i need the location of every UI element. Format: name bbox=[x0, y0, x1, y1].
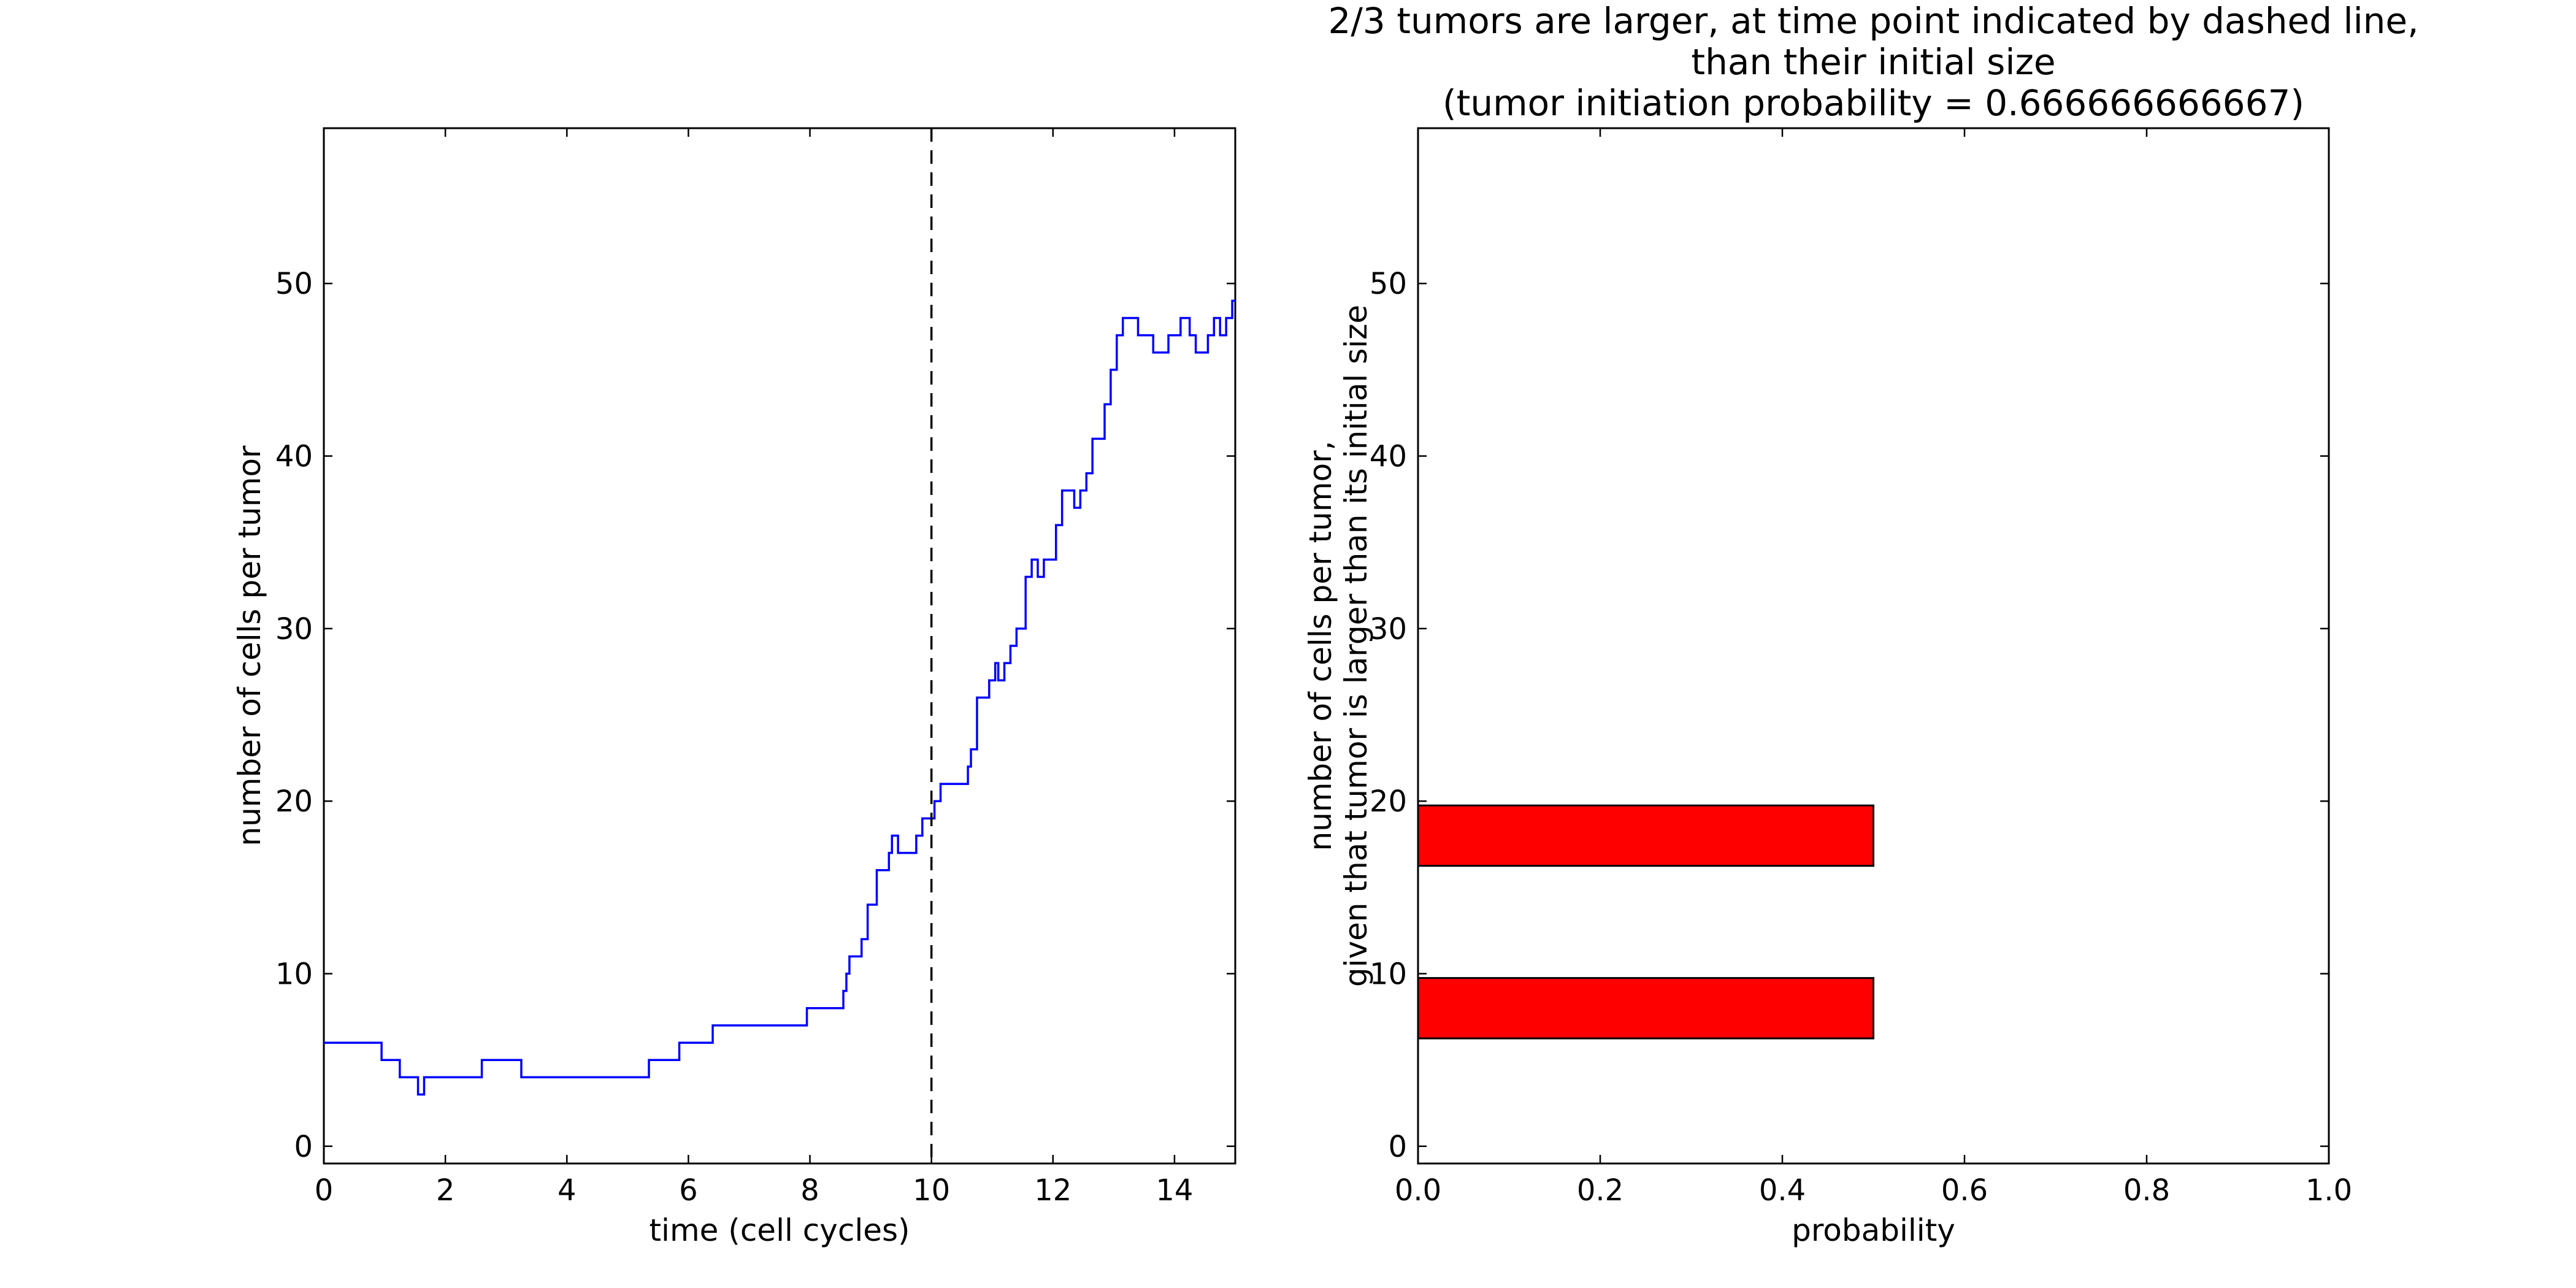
right-y-tick-label: 40 bbox=[1370, 440, 1407, 474]
probability-bar-chart: 0.0 0.2 0.4 0.6 0.8 1.0 0 10 20 30 40 50 probability… bbox=[1303, 0, 2419, 1248]
chart-title-line-1: 2/3 tumors are larger, at time point ind… bbox=[1328, 0, 2418, 42]
left-x-tick-label: 14 bbox=[1156, 1173, 1193, 1208]
time-series-chart: 0 2 4 6 8 10 12 14 0 10 20 30 40 50 time (cell cycles)… bbox=[232, 127, 1236, 1248]
right-y-tick-label: 20 bbox=[1370, 784, 1407, 819]
left-x-tick-label: 6 bbox=[679, 1173, 698, 1208]
right-x-tick-label: 0.0 bbox=[1395, 1173, 1441, 1208]
left-y-tick-label: 40 bbox=[275, 440, 313, 474]
left-x-tick-label: 4 bbox=[558, 1173, 577, 1208]
left-x-tick-label: 12 bbox=[1034, 1173, 1071, 1208]
right-x-tick-label: 0.4 bbox=[1759, 1173, 1806, 1208]
right-y-tick-label: 0 bbox=[1388, 1130, 1407, 1164]
left-y-axis-label: number of cells per tumor bbox=[232, 445, 267, 846]
right-x-axis-label: probability bbox=[1792, 1213, 1955, 1248]
right-x-tick-label: 1.0 bbox=[2306, 1173, 2352, 1208]
left-x-tick-label: 8 bbox=[800, 1173, 819, 1208]
left-x-tick-label: 0 bbox=[315, 1173, 334, 1208]
chart-title-line-2: than their initial size bbox=[1691, 41, 2055, 83]
left-y-tick-label: 50 bbox=[275, 267, 313, 301]
right-x-tick-label: 0.6 bbox=[1941, 1173, 1988, 1208]
right-y-tick-label: 10 bbox=[1370, 957, 1407, 992]
left-x-tick-label: 2 bbox=[436, 1173, 455, 1208]
chart-title-line-3: (tumor initiation probability = 0.666666… bbox=[1443, 82, 2304, 124]
left-x-tick-label: 10 bbox=[913, 1173, 950, 1208]
right-y-axis-label-line-2: given that tumor is larger than its init… bbox=[1338, 305, 1374, 987]
left-axes-frame bbox=[323, 127, 1236, 1165]
series-line-0 bbox=[324, 299, 1235, 1096]
left-y-tick-label: 10 bbox=[275, 957, 313, 992]
right-y-tick-label: 30 bbox=[1370, 612, 1407, 646]
probability-bar-0 bbox=[1417, 977, 1874, 1040]
probability-bar-1 bbox=[1417, 804, 1874, 867]
right-x-tick-label: 0.2 bbox=[1577, 1173, 1623, 1208]
left-x-axis-label: time (cell cycles) bbox=[649, 1213, 910, 1248]
left-y-tick-label: 30 bbox=[275, 612, 313, 646]
right-y-tick-label: 50 bbox=[1370, 267, 1407, 301]
left-y-tick-label: 20 bbox=[275, 784, 313, 819]
left-y-tick-label: 0 bbox=[294, 1130, 313, 1164]
right-x-tick-label: 0.8 bbox=[2123, 1173, 2170, 1208]
right-y-axis-label-line-1: number of cells per tumor, bbox=[1303, 440, 1338, 851]
